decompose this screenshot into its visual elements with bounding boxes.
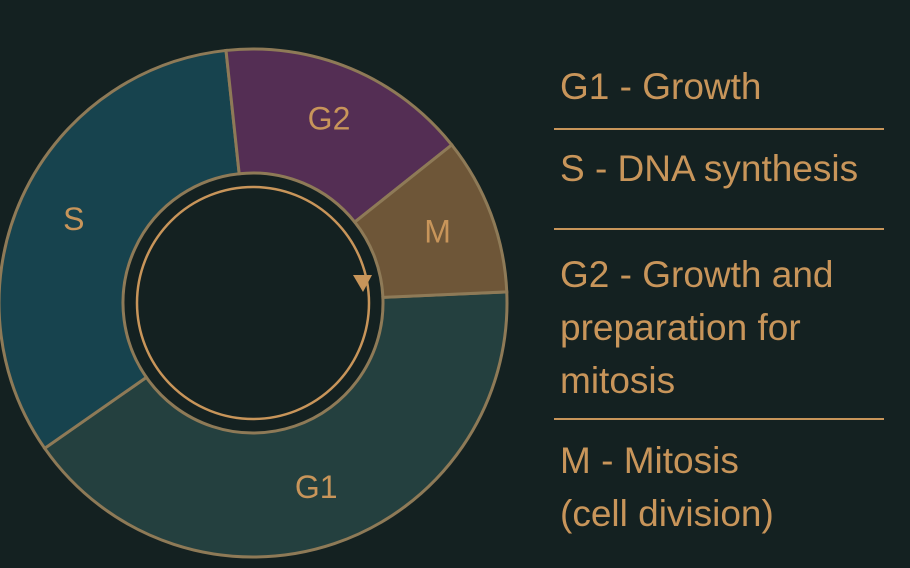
segment-label-g1: G1: [295, 469, 338, 505]
cycle-arrow-head: [353, 275, 372, 292]
cycle-segments: [0, 47, 509, 559]
cell-cycle-diagram: G1 S G2 M: [0, 47, 509, 559]
legend-text-line: G1 - Growth: [560, 66, 762, 107]
phase-legend: G1 - Growth S - DNA synthesis G2 - Growt…: [554, 60, 884, 540]
legend-divider: [554, 418, 884, 420]
circular-arrow-icon: [135, 185, 372, 421]
segment-label-s: S: [63, 201, 84, 237]
legend-text-line: (cell division): [560, 493, 774, 534]
legend-text-line: M - Mitosis: [560, 440, 739, 481]
segment-g2: [224, 47, 454, 225]
segment-g1: [42, 290, 509, 559]
segment-m: [352, 142, 509, 299]
segment-label-m: M: [424, 213, 451, 249]
legend-item-m: M - Mitosis (cell division): [554, 420, 884, 540]
legend-divider: [554, 228, 884, 230]
legend-text-line: S - DNA synthesis: [560, 148, 859, 189]
legend-divider: [554, 128, 884, 130]
segment-labels: G1 S G2 M: [63, 101, 451, 505]
cycle-arrow-ring: [135, 185, 371, 421]
segment-label-g2: G2: [308, 101, 351, 137]
legend-item-g2: G2 - Growth and preparation for mitosis: [554, 230, 884, 418]
segment-s: [0, 48, 241, 451]
legend-text-line: preparation for: [560, 307, 801, 348]
legend-item-s: S - DNA synthesis: [554, 130, 884, 228]
legend-text-line: mitosis: [560, 360, 676, 401]
legend-item-g1: G1 - Growth: [554, 60, 884, 128]
legend-text-line: G2 - Growth and: [560, 254, 834, 295]
